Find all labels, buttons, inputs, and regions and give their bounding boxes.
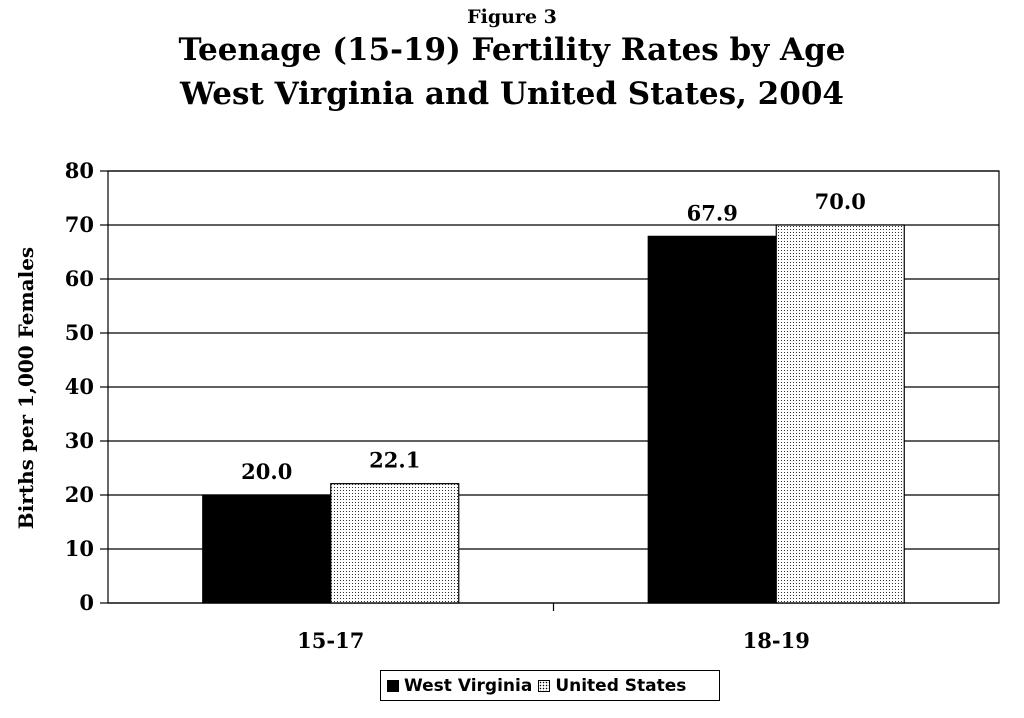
data-label: 67.9 <box>687 200 738 225</box>
bars <box>202 224 905 604</box>
figure-label: Figure 3 <box>467 6 557 28</box>
y-tick-label: 60 <box>65 266 94 291</box>
legend-label-united-states: United States <box>555 675 687 696</box>
y-tick-label: 30 <box>65 428 94 453</box>
data-label: 70.0 <box>815 189 866 214</box>
data-label: 20.0 <box>241 459 292 484</box>
bar-united-states <box>775 224 905 604</box>
legend-swatch-united-states <box>538 679 551 692</box>
y-tick-label: 50 <box>65 320 94 345</box>
legend-label-west-virginia: West Virginia <box>404 675 533 696</box>
bar-united-states <box>330 483 460 604</box>
legend-swatch-west-virginia <box>387 679 399 692</box>
bar-west-virginia <box>647 235 777 604</box>
legend-item-united-states: United States <box>532 676 686 696</box>
bar-west-virginia <box>202 494 332 604</box>
y-tick-label: 0 <box>79 590 94 615</box>
y-tick-label: 40 <box>65 374 94 399</box>
legend: West Virginia United States <box>380 670 720 701</box>
y-tick-label: 80 <box>65 158 94 183</box>
y-tick-label: 20 <box>65 482 94 507</box>
y-tick-label: 70 <box>65 212 94 237</box>
legend-item-west-virginia: West Virginia <box>381 676 532 696</box>
chart-title-line2: West Virginia and United States, 2004 <box>180 76 844 112</box>
data-label: 22.1 <box>369 448 420 473</box>
axes: 0 10 20 30 40 50 60 70 80 15-17 18-19 <box>65 158 1000 653</box>
y-tick-label: 10 <box>65 536 94 561</box>
y-axis-label: Births per 1,000 Females <box>14 247 38 529</box>
x-tick-label: 15-17 <box>297 628 364 653</box>
chart-title-line1: Teenage (15-19) Fertility Rates by Age <box>178 32 846 68</box>
data-labels: 20.0 22.1 67.9 70.0 <box>241 189 866 484</box>
x-tick-label: 18-19 <box>743 628 810 653</box>
